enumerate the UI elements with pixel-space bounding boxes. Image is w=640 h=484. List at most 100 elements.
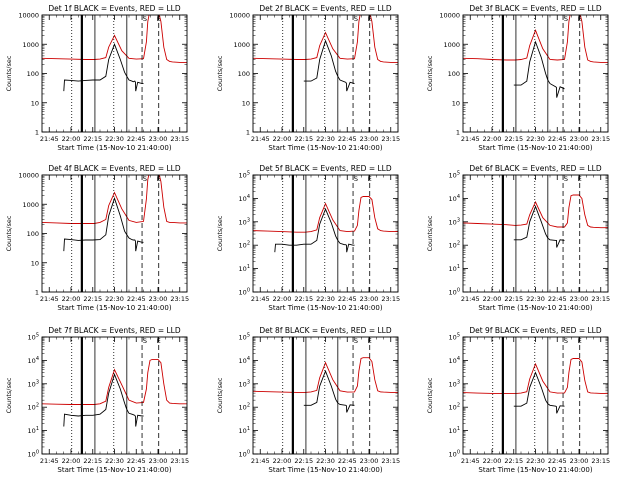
y-tick-label: 103 (449, 217, 460, 226)
marker-letter: S (354, 15, 358, 23)
x-tick-label: 23:15 (381, 295, 400, 303)
x-tick-label: 23:15 (591, 135, 610, 143)
series-events (513, 205, 565, 248)
x-tick-label: 22:45 (338, 457, 357, 465)
x-tick-label: 22:00 (483, 135, 502, 143)
plot-frame (41, 14, 188, 133)
y-tick-label: 102 (449, 403, 460, 412)
panel-title: Det 4f BLACK = Events, RED = LLD (48, 164, 181, 173)
plot-frame (462, 336, 609, 455)
y-axis-label: Counts/sec (5, 55, 13, 91)
series-events (63, 196, 144, 252)
y-tick-label: 100 (448, 70, 460, 78)
y-axis-label: Counts/sec (426, 377, 434, 413)
x-tick-label: 22:15 (294, 457, 313, 465)
y-tick-label: 103 (239, 379, 250, 388)
y-tick-label: 10000 (439, 12, 460, 20)
x-tick-label: 22:45 (127, 457, 146, 465)
x-tick-label: 21:45 (251, 135, 270, 143)
y-axis-label: Counts/sec (5, 377, 13, 413)
x-tick-label: 23:00 (570, 295, 589, 303)
plot-frame (252, 174, 399, 293)
x-tick-label: 22:30 (105, 135, 124, 143)
y-tick-label: 10000 (229, 12, 250, 20)
marker-letter: S (354, 175, 358, 183)
x-tick-label: 21:45 (461, 135, 480, 143)
y-tick-label: 1000 (233, 41, 250, 49)
marker-letter: E (578, 15, 582, 23)
x-tick-label: 22:45 (338, 135, 357, 143)
marker-letter: S (564, 15, 568, 23)
series-lld (463, 15, 608, 63)
x-tick-label: 22:15 (504, 295, 523, 303)
x-tick-label: 22:30 (526, 457, 545, 465)
plot-frame (41, 336, 188, 455)
x-tick-label: 22:15 (294, 295, 313, 303)
y-tick-label: 104 (449, 356, 460, 365)
y-tick-label: 104 (28, 356, 39, 365)
x-tick-label: 21:45 (461, 295, 480, 303)
x-tick-label: 22:15 (294, 135, 313, 143)
y-axis-label: Counts/sec (426, 215, 434, 251)
y-tick-label: 1000 (22, 41, 39, 49)
x-tick-label: 22:45 (548, 135, 567, 143)
y-tick-label: 102 (28, 403, 39, 412)
y-tick-label: 1 (35, 129, 39, 137)
plot-frame (252, 14, 399, 133)
series-events (63, 373, 144, 427)
marker-letter: E (157, 337, 161, 345)
x-tick-label: 23:00 (570, 135, 589, 143)
y-tick-label: 105 (28, 333, 39, 342)
marker-letter: S (564, 175, 568, 183)
marker-letter: E (578, 337, 582, 345)
marker-letter: E (368, 175, 372, 183)
panel-det-9f: Det 9f BLACK = Events, RED = LLD Counts/s… (426, 326, 610, 474)
y-axis-label: Counts/sec (216, 55, 224, 91)
x-tick-label: 22:00 (273, 295, 292, 303)
panel-title: Det 2f BLACK = Events, RED = LLD (259, 4, 392, 13)
marker-letter: E (157, 15, 161, 23)
x-tick-label: 23:00 (360, 295, 379, 303)
x-tick-label: 22:00 (62, 135, 81, 143)
marker-letter: E (578, 175, 582, 183)
series-events (63, 43, 144, 92)
x-axis-label: Start Time (15-Nov-10 21:40:00) (478, 304, 592, 312)
x-tick-label: 22:15 (504, 457, 523, 465)
series-events (303, 39, 355, 92)
x-tick-label: 22:15 (83, 457, 102, 465)
x-tick-label: 21:45 (251, 457, 270, 465)
x-tick-label: 21:45 (461, 457, 480, 465)
x-axis-label: Start Time (15-Nov-10 21:40:00) (478, 466, 592, 474)
x-tick-label: 23:15 (170, 457, 189, 465)
x-tick-label: 23:00 (149, 295, 168, 303)
marker-letter: S (564, 337, 568, 345)
x-tick-label: 22:00 (273, 457, 292, 465)
x-tick-label: 23:15 (591, 457, 610, 465)
marker-letter: E (157, 175, 161, 183)
x-axis-label: Start Time (15-Nov-10 21:40:00) (268, 304, 382, 312)
marker-letter: E (368, 15, 372, 23)
marker-letter: E (368, 337, 372, 345)
x-tick-label: 23:15 (170, 295, 189, 303)
y-tick-label: 10 (31, 99, 39, 107)
x-tick-label: 23:00 (360, 135, 379, 143)
x-tick-label: 22:45 (127, 295, 146, 303)
y-tick-label: 103 (449, 379, 460, 388)
series-events (303, 369, 355, 413)
y-tick-label: 100 (238, 70, 250, 78)
panel-title: Det 3f BLACK = Events, RED = LLD (469, 4, 602, 13)
panel-det-7f: Det 7f BLACK = Events, RED = LLD Counts/s… (5, 326, 189, 474)
x-tick-label: 23:00 (149, 135, 168, 143)
x-tick-label: 22:15 (83, 295, 102, 303)
y-tick-label: 104 (449, 194, 460, 203)
y-tick-label: 10 (452, 99, 460, 107)
series-lld (253, 15, 398, 63)
x-tick-label: 22:45 (338, 295, 357, 303)
y-tick-label: 103 (239, 217, 250, 226)
y-tick-label: 100 (449, 288, 460, 297)
x-tick-label: 23:00 (570, 457, 589, 465)
x-axis-label: Start Time (15-Nov-10 21:40:00) (57, 304, 171, 312)
x-tick-label: 21:45 (40, 135, 59, 143)
x-tick-label: 22:00 (62, 457, 81, 465)
panel-title: Det 8f BLACK = Events, RED = LLD (259, 326, 392, 335)
